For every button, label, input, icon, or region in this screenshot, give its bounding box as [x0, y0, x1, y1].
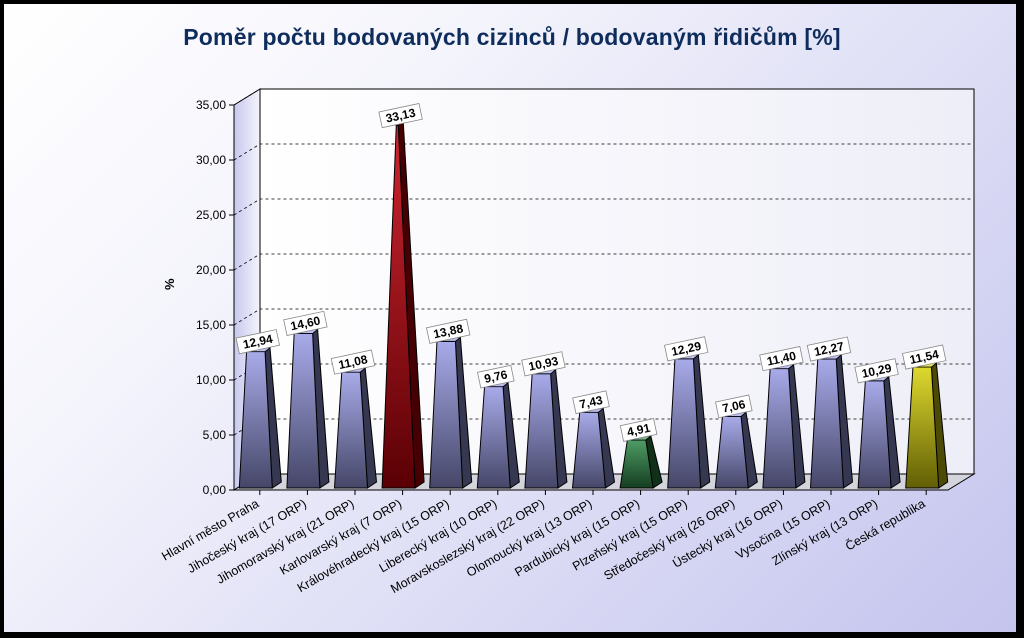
y-tick-label: 35,00: [196, 98, 226, 112]
data-label-bg: [572, 390, 610, 415]
data-label: 14,60: [289, 313, 322, 333]
data-label: 11,08: [337, 352, 369, 372]
data-label-box: 12,94: [235, 329, 280, 355]
y-tick-label: 15,00: [196, 318, 226, 332]
data-label-bg: [426, 318, 471, 344]
data-label-box: 12,27: [806, 336, 852, 362]
data-label-box: 11,54: [902, 344, 947, 370]
y-tick-label: 0,00: [203, 483, 227, 497]
data-label: 12,29: [670, 339, 703, 359]
data-label-box: 14,60: [283, 310, 328, 336]
data-label: 7,06: [721, 397, 747, 416]
data-label: 12,27: [813, 339, 846, 359]
data-label-box: 10,93: [521, 351, 566, 377]
data-label: 10,29: [860, 361, 893, 381]
data-label-bg: [759, 346, 804, 372]
gridline: [233, 198, 974, 216]
data-label-bg: [619, 418, 658, 442]
data-label-bg: [378, 103, 423, 129]
y-tick-label: 30,00: [196, 153, 226, 167]
data-label: 11,54: [908, 347, 940, 367]
data-label-box: 7,06: [715, 394, 753, 419]
data-label-bg: [521, 351, 566, 377]
data-label-bg: [806, 336, 852, 362]
data-label-bg: [235, 329, 280, 355]
data-label-box: 11,08: [330, 349, 376, 375]
data-label: 10,93: [527, 354, 560, 374]
data-label: 9,76: [483, 367, 509, 386]
data-label-box: 9,76: [477, 364, 515, 389]
y-tick-label: 10,00: [196, 373, 226, 387]
data-label-box: 33,13: [378, 103, 423, 129]
data-label-bg: [664, 336, 709, 362]
data-label-box: 11,40: [759, 346, 804, 372]
gridline: [233, 143, 974, 161]
data-label: 11,40: [766, 349, 798, 369]
data-label-bg: [330, 349, 376, 375]
gridline: [233, 88, 974, 106]
data-label: 4,91: [626, 421, 652, 440]
data-label-box: 12,29: [664, 336, 709, 362]
data-label-bg: [283, 310, 328, 336]
data-label-bg: [477, 364, 515, 389]
data-label: 12,94: [242, 332, 275, 352]
x-tick-label: Česká republika: [843, 496, 928, 554]
gridline: [233, 253, 974, 271]
y-tick-label: 20,00: [196, 263, 226, 277]
chart-title: Poměr počtu bodovaných cizinců / bodovan…: [183, 24, 841, 50]
data-label: 13,88: [432, 321, 465, 341]
data-label-bg: [902, 344, 947, 370]
gridline: [233, 308, 974, 326]
data-label-box: 7,43: [572, 390, 610, 415]
data-label-box: 4,91: [619, 418, 658, 442]
data-label-box: 10,29: [854, 358, 899, 384]
data-label-bg: [715, 394, 753, 419]
data-label: 33,13: [384, 106, 417, 126]
data-label: 7,43: [578, 393, 604, 412]
data-label-bg: [854, 358, 899, 384]
y-tick-label: 25,00: [196, 208, 226, 222]
data-label-box: 13,88: [426, 318, 471, 344]
y-tick-label: 5,00: [203, 428, 227, 442]
